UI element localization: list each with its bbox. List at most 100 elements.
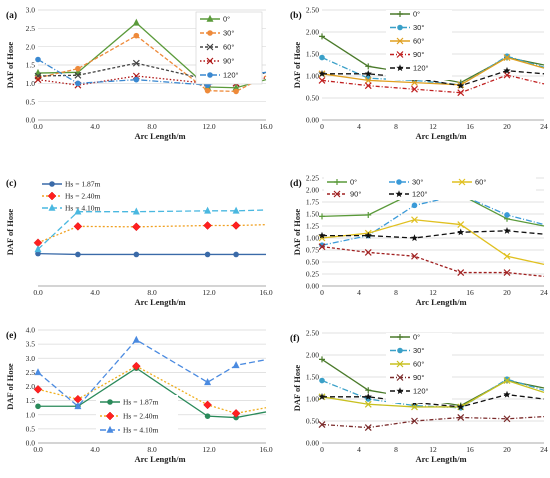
legend-label: Hs = 4.10m (123, 426, 158, 435)
legend-item-2: 60° (390, 37, 424, 46)
legend-item-4: 120° (390, 64, 429, 73)
legend-item-0: Hs = 1.87m (100, 398, 158, 407)
legend-marker (397, 24, 403, 31)
data-point (132, 335, 140, 343)
legend-label: 60° (475, 178, 486, 187)
y-tick-label: 4.0 (26, 326, 36, 335)
data-point (365, 63, 372, 70)
x-tick-label: 8 (394, 122, 398, 131)
data-point (503, 66, 511, 74)
data-point (457, 89, 465, 97)
data-point (318, 70, 326, 77)
data-point (318, 76, 326, 84)
legend-marker (207, 72, 213, 78)
y-tick-label: 1.5 (26, 61, 36, 70)
legend-label: 30° (412, 178, 423, 187)
data-point (204, 206, 212, 214)
x-tick-label: 16.0 (259, 122, 272, 131)
legend-label: 60° (223, 43, 234, 52)
data-point (133, 76, 140, 83)
x-tick-label: 0 (320, 288, 324, 297)
panel-label: (d) (290, 178, 302, 189)
y-axis-label: DAF of Hose (292, 365, 302, 412)
data-point (504, 212, 510, 218)
y-tick-label: 2.00 (306, 28, 319, 37)
legend-box (195, 11, 263, 85)
series-line (322, 70, 545, 87)
y-tick-label: 0.5 (26, 424, 36, 433)
legend-label: 0° (350, 178, 357, 187)
x-tick-label: 24 (540, 122, 548, 131)
y-axis-label: DAF of Hose (5, 42, 15, 89)
x-tick-label: 24 (540, 288, 548, 297)
data-point (411, 252, 418, 260)
series-3 (318, 71, 545, 97)
y-tick-label: 2.50 (306, 329, 319, 338)
y-tick-label: 1.00 (306, 234, 319, 243)
data-point (503, 227, 511, 234)
panel-label: (c) (6, 178, 17, 189)
legend-item-3: 90° (390, 50, 424, 59)
legend-label: 120° (412, 190, 428, 199)
series-line (321, 219, 545, 266)
y-tick-label: 0.50 (306, 94, 319, 103)
panel-label: (f) (290, 333, 300, 344)
y-tick-label: 0.00 (306, 439, 319, 448)
legend-item-3: 90° (390, 373, 424, 382)
x-tick-label: 4 (357, 445, 361, 454)
data-point (365, 211, 372, 218)
y-tick-label: 1.5 (26, 396, 36, 405)
x-tick-label: 16 (466, 122, 474, 131)
data-point (133, 251, 140, 258)
y-tick-label: 1.75 (306, 198, 319, 207)
data-point (74, 71, 82, 79)
data-point (457, 269, 465, 276)
x-tick-label: 24 (540, 445, 548, 454)
data-point (204, 251, 211, 258)
legend-marker (206, 57, 214, 65)
data-point (75, 65, 81, 72)
y-tick-label: 3.0 (26, 354, 36, 363)
legend-label: 120° (413, 387, 429, 396)
legend-label: 120° (413, 64, 429, 73)
x-tick-label: 8.0 (147, 288, 157, 297)
y-tick-label: 0.0 (26, 116, 36, 125)
data-point (364, 231, 372, 239)
legend-item-0: 0° (327, 178, 357, 187)
legend-item-2: Hs = 4.10m (42, 204, 100, 213)
series-line (37, 21, 267, 89)
legend-marker (333, 190, 341, 198)
series-line (322, 230, 545, 239)
y-tick-label: 1.50 (306, 210, 319, 219)
data-point (73, 222, 83, 231)
x-tick-label: 12.0 (202, 288, 215, 297)
series-1 (33, 361, 267, 418)
x-tick-label: 12 (429, 288, 437, 297)
data-point (132, 207, 140, 215)
chart-panel-a: 0.0 0.5 1.0 1.5 2.0 2.5 3.0 0.0 4.0 8.0 12.0 16.0 Ar… (5, 6, 273, 141)
data-point (411, 85, 418, 93)
legend-item-2: 60° (390, 360, 424, 369)
data-point (232, 361, 240, 369)
x-tick-label: 0.0 (33, 122, 43, 131)
y-tick-label: 0.50 (306, 417, 319, 426)
y-tick-label: 0.5 (26, 97, 36, 106)
x-tick-label: 12.0 (202, 122, 215, 131)
legend-marker (207, 30, 213, 36)
legend-marker (396, 387, 404, 395)
x-tick-label: 0 (320, 122, 324, 131)
legend-marker (396, 179, 402, 185)
data-point (318, 421, 326, 428)
data-point (35, 56, 41, 63)
y-tick-label: 2.5 (26, 368, 36, 377)
legend-item-1: 30° (390, 346, 424, 355)
y-tick-label: 0.50 (306, 258, 319, 267)
legend-item-0: Hs = 1.87m (42, 180, 100, 189)
series-line (322, 393, 545, 408)
data-point (34, 245, 42, 253)
series-1 (33, 221, 267, 248)
legend-label: Hs = 2.40m (123, 412, 158, 421)
data-point (203, 221, 212, 230)
data-point (457, 228, 465, 236)
legend-label: Hs = 2.40m (65, 192, 100, 201)
